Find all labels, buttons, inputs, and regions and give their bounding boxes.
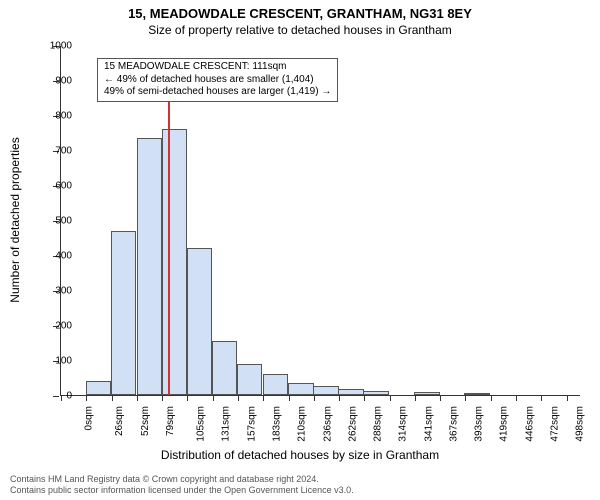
chart-subtitle: Size of property relative to detached ho… — [0, 21, 600, 37]
x-tick — [213, 395, 214, 401]
x-tick — [465, 395, 466, 401]
histogram-bar — [137, 138, 162, 395]
y-tick-label: 800 — [32, 111, 72, 122]
x-tick-label: 262sqm — [347, 406, 358, 442]
x-tick-label: 314sqm — [398, 406, 409, 442]
x-tick-label: 498sqm — [575, 406, 586, 442]
y-tick-label: 900 — [32, 76, 72, 87]
y-tick-label: 500 — [32, 216, 72, 227]
histogram-bar — [237, 364, 262, 396]
x-tick-label: 472sqm — [550, 406, 561, 442]
annotation-line: 15 MEADOWDALE CRESCENT: 111sqm — [104, 61, 331, 74]
histogram-bar — [464, 393, 489, 395]
x-tick — [491, 395, 492, 401]
y-tick-label: 0 — [32, 391, 72, 402]
x-tick — [516, 395, 517, 401]
x-tick — [238, 395, 239, 401]
x-tick-label: 210sqm — [297, 406, 308, 442]
y-tick-label: 400 — [32, 251, 72, 262]
histogram-bar — [86, 381, 111, 395]
chart-container: 15, MEADOWDALE CRESCENT, GRANTHAM, NG31 … — [0, 0, 600, 500]
x-tick-label: 157sqm — [246, 406, 257, 442]
x-tick — [440, 395, 441, 401]
x-tick-label: 419sqm — [499, 406, 510, 442]
chart-title: 15, MEADOWDALE CRESCENT, GRANTHAM, NG31 … — [0, 0, 600, 21]
x-tick — [263, 395, 264, 401]
histogram-bar — [187, 248, 212, 395]
histogram-bar — [338, 389, 363, 395]
histogram-bar — [313, 386, 338, 395]
x-tick-label: 367sqm — [448, 406, 459, 442]
x-tick-label: 79sqm — [165, 406, 176, 436]
x-tick-label: 288sqm — [373, 406, 384, 442]
x-tick — [137, 395, 138, 401]
annotation-line: ← 49% of detached houses are smaller (1,… — [104, 74, 331, 87]
x-tick-label: 26sqm — [114, 406, 125, 436]
footer-line: Contains HM Land Registry data © Crown c… — [10, 474, 354, 485]
histogram-bar — [414, 392, 439, 395]
x-tick — [364, 395, 365, 401]
x-tick-label: 52sqm — [140, 406, 151, 436]
x-tick — [390, 395, 391, 401]
x-tick — [112, 395, 113, 401]
x-tick — [289, 395, 290, 401]
histogram-bar — [288, 383, 313, 395]
histogram-bar — [111, 231, 136, 396]
x-tick — [541, 395, 542, 401]
annotation-box: 15 MEADOWDALE CRESCENT: 111sqm← 49% of d… — [97, 58, 338, 102]
x-tick-label: 393sqm — [474, 406, 485, 442]
x-tick — [339, 395, 340, 401]
x-tick-label: 105sqm — [196, 406, 207, 442]
histogram-bar — [212, 341, 237, 395]
footer-line: Contains public sector information licen… — [10, 485, 354, 496]
x-tick — [162, 395, 163, 401]
y-axis-label: Number of detached properties — [8, 137, 22, 302]
x-tick-label: 183sqm — [272, 406, 283, 442]
y-tick-label: 700 — [32, 146, 72, 157]
x-tick — [415, 395, 416, 401]
x-tick — [567, 395, 568, 401]
y-tick-label: 1000 — [32, 41, 72, 52]
annotation-line: 49% of semi-detached houses are larger (… — [104, 86, 331, 99]
x-tick — [86, 395, 87, 401]
histogram-bar — [263, 374, 288, 395]
marker-line — [168, 64, 170, 395]
x-tick-label: 0sqm — [83, 406, 94, 430]
x-tick-label: 341sqm — [423, 406, 434, 442]
y-tick-label: 200 — [32, 321, 72, 332]
x-tick-label: 131sqm — [221, 406, 232, 442]
x-tick — [187, 395, 188, 401]
y-tick-label: 100 — [32, 356, 72, 367]
histogram-bar — [363, 391, 388, 395]
y-tick-label: 300 — [32, 286, 72, 297]
x-axis-label: Distribution of detached houses by size … — [0, 448, 600, 462]
attribution-footer: Contains HM Land Registry data © Crown c… — [10, 474, 354, 496]
x-tick-label: 236sqm — [322, 406, 333, 442]
x-tick-label: 446sqm — [524, 406, 535, 442]
histogram-bar — [162, 129, 187, 395]
y-tick-label: 600 — [32, 181, 72, 192]
x-tick — [314, 395, 315, 401]
plot-area: 0sqm26sqm52sqm79sqm105sqm131sqm157sqm183… — [60, 46, 580, 396]
